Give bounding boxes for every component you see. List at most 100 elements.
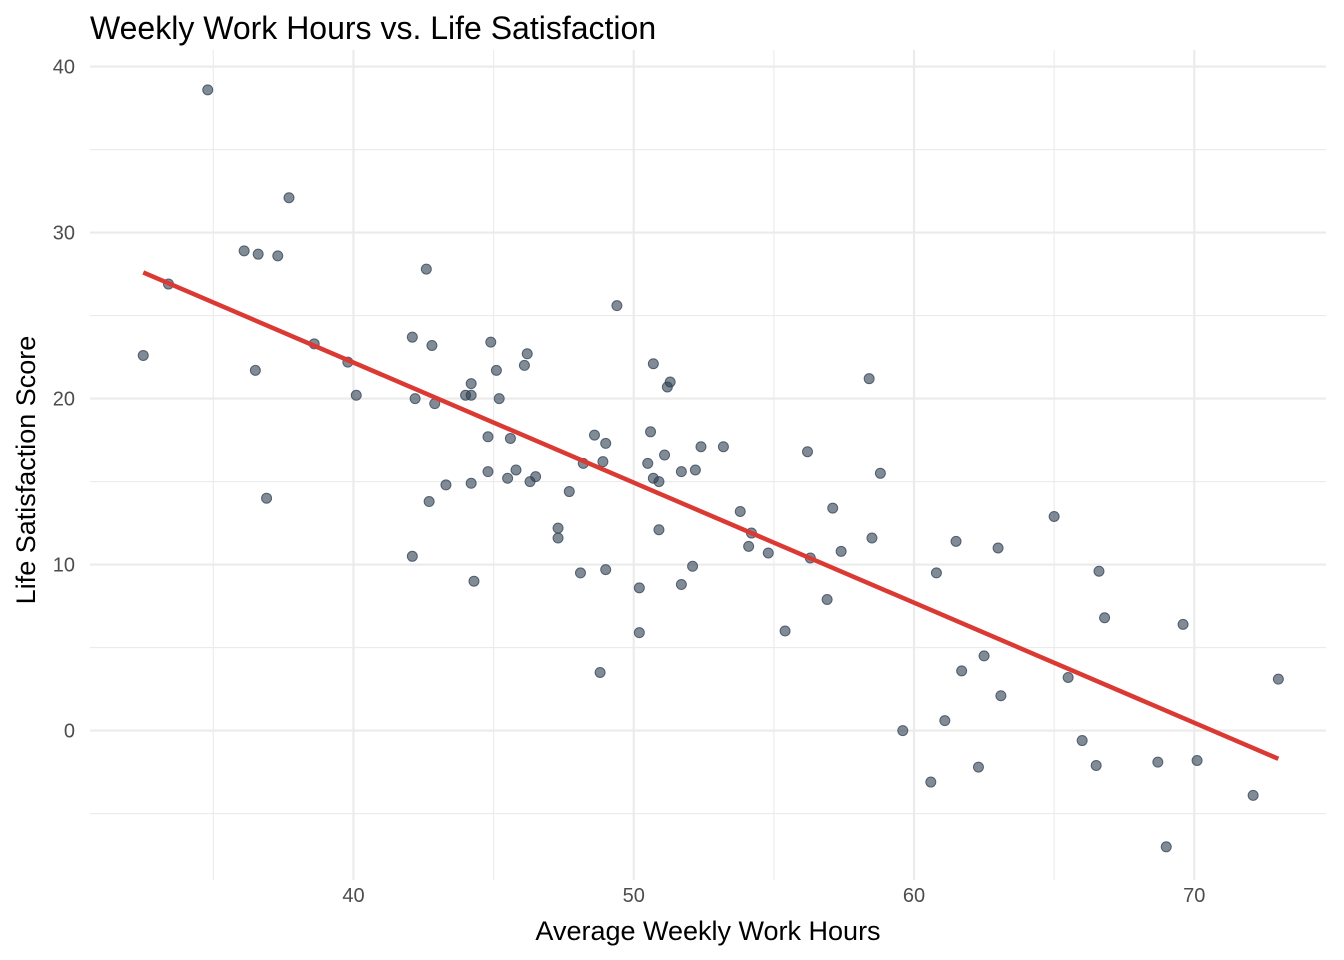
data-point (420, 263, 432, 275)
data-point (272, 250, 284, 262)
data-point (594, 667, 606, 678)
data-point (1090, 759, 1102, 771)
data-point (468, 575, 480, 587)
data-point (1160, 841, 1172, 853)
data-point (717, 441, 729, 453)
data-point (465, 378, 477, 390)
data-point (779, 625, 791, 637)
data-point (252, 248, 264, 260)
data-point (642, 457, 654, 469)
y-tick-label: 10 (53, 555, 75, 577)
tick-labels: 40 50 60 70 0 10 20 30 40 (53, 57, 1206, 907)
y-tick-label: 0 (64, 721, 75, 743)
data-point (734, 505, 746, 517)
data-point (350, 389, 362, 401)
data-point (995, 690, 1007, 702)
data-point (485, 336, 497, 348)
data-points (137, 84, 1284, 853)
data-point (482, 431, 494, 443)
data-point (1076, 735, 1088, 747)
data-point (482, 466, 494, 478)
data-point (743, 540, 755, 552)
data-point (972, 761, 984, 773)
x-tick-label: 50 (623, 885, 645, 907)
data-point (863, 373, 875, 385)
data-point (897, 725, 909, 737)
data-point (1062, 671, 1074, 683)
data-point (600, 437, 612, 449)
data-point (409, 393, 421, 405)
data-point (821, 593, 833, 605)
data-point (600, 564, 612, 576)
data-point (1247, 789, 1259, 801)
data-point (137, 349, 149, 361)
data-point (645, 426, 657, 438)
data-point (574, 567, 586, 579)
data-point (563, 486, 575, 498)
data-point (930, 567, 942, 579)
data-point (633, 627, 645, 639)
data-point (1191, 754, 1203, 766)
x-tick-label: 40 (342, 885, 364, 907)
data-point (1099, 612, 1111, 624)
data-point (552, 522, 564, 534)
data-point (633, 582, 645, 594)
data-point (521, 348, 533, 360)
data-point (956, 665, 968, 677)
data-point (647, 358, 659, 370)
grid-lines (90, 50, 1326, 880)
data-point (978, 650, 990, 662)
data-point (939, 715, 951, 727)
data-point (1177, 618, 1189, 630)
y-tick-label: 40 (53, 57, 75, 79)
data-point (588, 429, 600, 441)
data-point (675, 579, 687, 591)
data-point (423, 496, 435, 508)
data-point (406, 331, 418, 343)
data-point (866, 532, 878, 544)
data-point (695, 441, 707, 453)
data-point (1048, 510, 1060, 522)
data-point (530, 471, 542, 483)
chart-title: Weekly Work Hours vs. Life Satisfaction (90, 10, 656, 46)
trend-line (142, 270, 1280, 761)
data-point (504, 432, 516, 444)
data-point (664, 376, 676, 388)
data-point (611, 300, 623, 312)
data-point (249, 364, 261, 376)
data-point (465, 477, 477, 489)
data-point (283, 192, 295, 204)
data-point (827, 502, 839, 514)
data-point (950, 535, 962, 547)
data-point (202, 84, 214, 96)
data-point (465, 389, 477, 401)
data-point (510, 464, 522, 476)
data-point (1152, 756, 1164, 768)
data-point (675, 466, 687, 478)
data-point (1272, 673, 1284, 685)
y-tick-label: 20 (53, 389, 75, 411)
trend-line-group (142, 270, 1280, 761)
data-point (597, 456, 609, 468)
data-point (490, 364, 502, 376)
x-tick-label: 60 (903, 885, 925, 907)
data-point (1093, 565, 1105, 577)
data-point (502, 472, 514, 484)
data-point (261, 492, 273, 504)
data-point (440, 479, 452, 491)
data-point (426, 339, 438, 351)
x-tick-label: 70 (1183, 885, 1205, 907)
data-point (518, 359, 530, 371)
data-point (653, 476, 665, 488)
data-point (406, 550, 418, 562)
data-point (874, 467, 886, 479)
data-point (835, 545, 847, 557)
x-axis-title: Average Weekly Work Hours (535, 916, 880, 946)
data-point (238, 245, 250, 257)
data-point (762, 547, 774, 559)
data-point (801, 446, 813, 458)
y-axis-title: Life Satisfaction Score (11, 336, 41, 605)
data-point (689, 464, 701, 476)
